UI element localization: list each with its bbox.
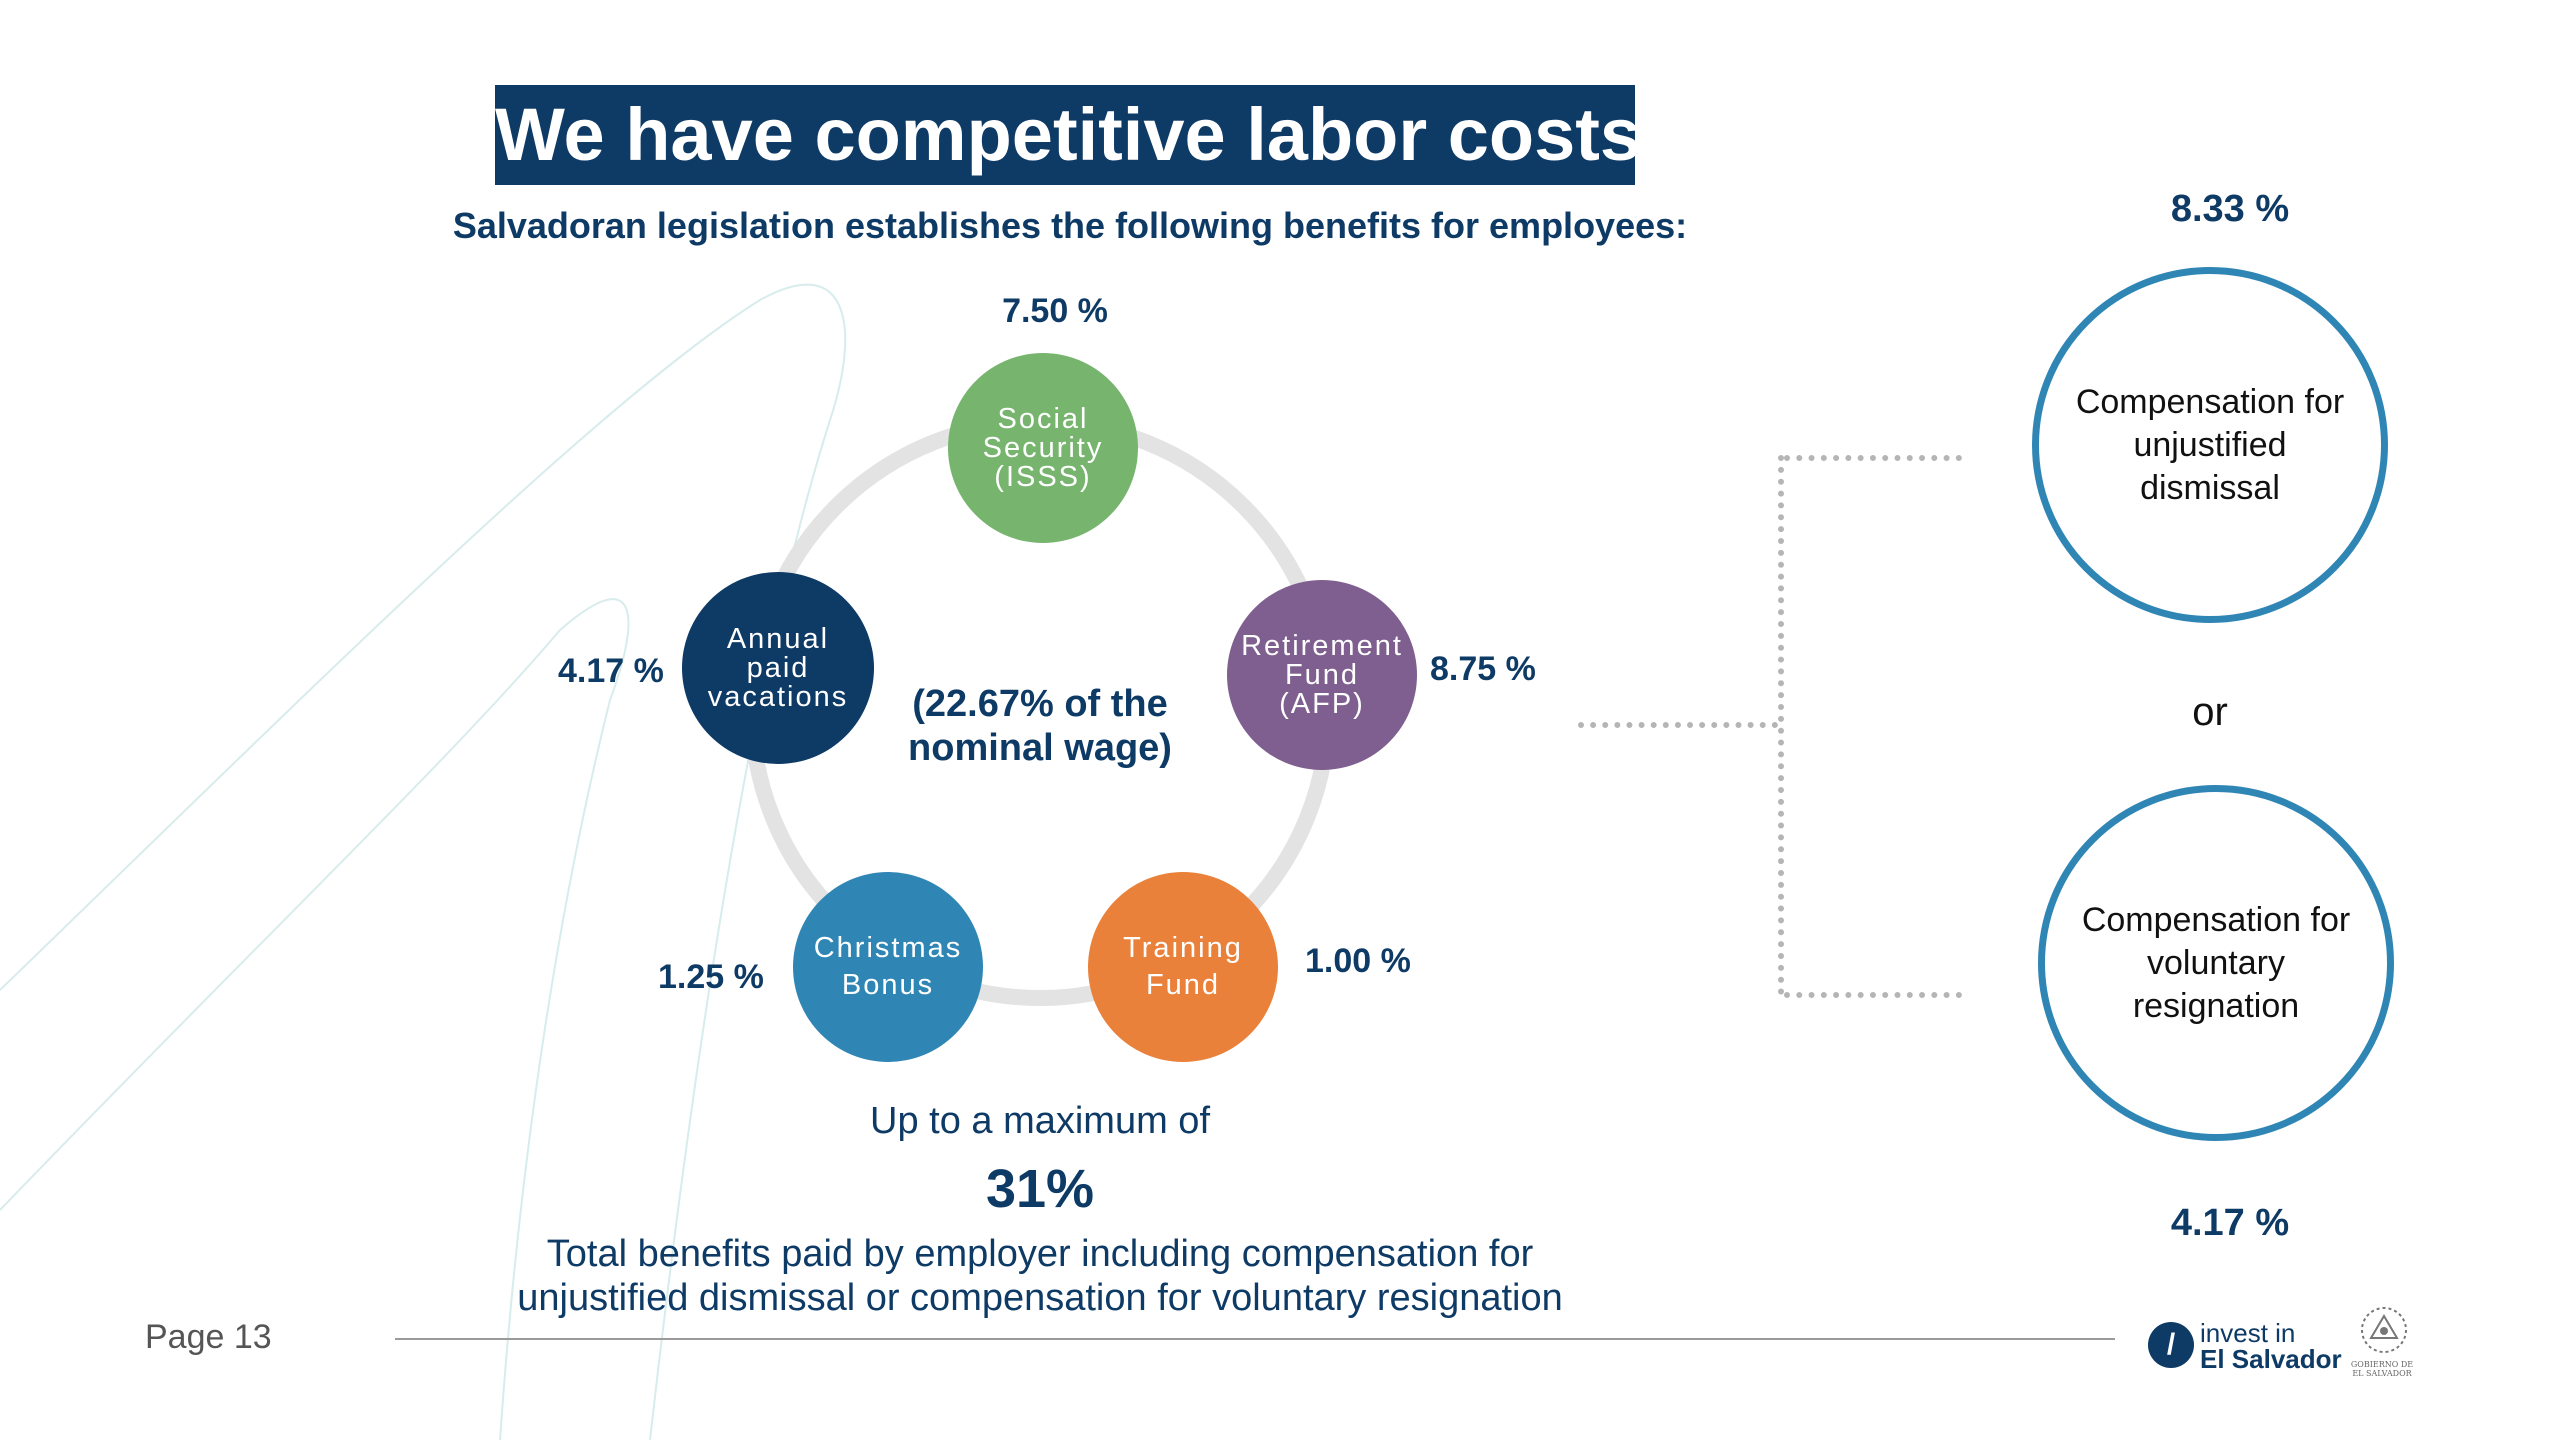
- benefit-percent-training-fund: 1.00 %: [1305, 942, 1411, 980]
- background-line: [0, 598, 630, 1440]
- benefit-label-line: Training: [1123, 932, 1243, 964]
- government-seal-text: GOBIERNO DE EL SALVADOR: [2340, 1360, 2424, 1378]
- compensation-label-line: resignation: [2132, 986, 2300, 1025]
- invest-el-salvador-logo: / invest in El Salvador: [2148, 1318, 2348, 1378]
- benefit-percent-annual-vacations: 4.17 %: [558, 652, 664, 690]
- benefit-label-line: (ISSS): [994, 460, 1092, 493]
- benefit-label-line: Fund: [1145, 969, 1221, 1001]
- benefit-label-line: Social: [997, 402, 1089, 435]
- total-benefits-line: Total benefits paid by employer includin…: [546, 1233, 1534, 1275]
- compensation-bottom-percent: 4.17 %: [2170, 1202, 2290, 1244]
- seal-text-line: GOBIERNO DE: [2350, 1360, 2414, 1369]
- benefit-label-line: (AFP): [1279, 687, 1365, 720]
- compensation-separator: or: [2192, 690, 2228, 734]
- benefit-circle-social-security: Social Security (ISSS): [948, 353, 1138, 543]
- compensation-label-line: unjustified: [2133, 425, 2287, 464]
- benefit-circle-retirement-fund: Retirement Fund (AFP): [1227, 580, 1417, 770]
- benefit-circle-annual-vacations: Annual paid vacations: [682, 572, 874, 764]
- cycle-center-line: nominal wage): [908, 727, 1172, 769]
- benefit-label-line: Retirement: [1241, 629, 1403, 662]
- compensation-label-line: Compensation for: [2081, 900, 2351, 939]
- connector-vertical: [1778, 455, 1784, 995]
- benefit-circle-christmas-bonus: Christmas Bonus: [793, 872, 983, 1062]
- invest-el-salvador-logo-icon: /: [2148, 1322, 2194, 1368]
- compensation-top-percent: 8.33 %: [2170, 188, 2290, 230]
- compensation-resignation-circle: Compensation for voluntary resignation: [2038, 785, 2394, 1141]
- compensation-label-line: voluntary: [2147, 943, 2285, 982]
- page-title: We have competitive labor costs: [495, 85, 1641, 185]
- government-seal-icon: [2361, 1307, 2407, 1353]
- benefit-percent-christmas-bonus: 1.25 %: [658, 958, 764, 996]
- footer-divider: [395, 1338, 2115, 1340]
- page-number: Page 13: [145, 1318, 272, 1356]
- connector-horizontal: [1578, 722, 1778, 728]
- compensation-dismissal-circle: Compensation for unjustified dismissal: [2032, 267, 2388, 623]
- total-benefits-text: Total benefits paid by employer includin…: [430, 1232, 1650, 1320]
- page-subtitle: Salvadoran legislation establishes the f…: [452, 205, 1688, 246]
- total-benefits-line: unjustified dismissal or compensation fo…: [517, 1277, 1563, 1319]
- benefit-circle-training-fund: Training Fund: [1088, 872, 1278, 1062]
- seal-text-line: EL SALVADOR: [2352, 1369, 2412, 1378]
- max-value: 31%: [985, 1159, 1095, 1219]
- connector-bottom-branch: [1784, 992, 1962, 998]
- benefit-label-line: vacations: [707, 680, 849, 713]
- benefit-label-line: Fund: [1284, 658, 1360, 691]
- logo-text-line2: El Salvador: [2200, 1344, 2342, 1374]
- benefit-label-line: Christmas: [813, 932, 963, 964]
- max-label: Up to a maximum of: [870, 1100, 1210, 1142]
- benefit-label-line: Bonus: [841, 969, 935, 1001]
- benefit-label-line: paid: [746, 651, 810, 684]
- background-line: [0, 283, 847, 1440]
- compensation-label-line: dismissal: [2140, 468, 2280, 507]
- connector-top-branch: [1784, 455, 1962, 461]
- benefit-label-line: Annual: [726, 622, 830, 655]
- benefit-percent-retirement-fund: 8.75 %: [1430, 650, 1536, 688]
- cycle-center-line: (22.67% of the: [912, 683, 1168, 725]
- benefit-label-line: Security: [982, 431, 1104, 464]
- logo-text-line1: invest in: [2200, 1318, 2296, 1348]
- cycle-center-text: (22.67% of the nominal wage): [850, 682, 1230, 770]
- compensation-label-line: Compensation for: [2075, 382, 2345, 421]
- benefit-percent-social-security: 7.50 %: [1002, 292, 1108, 330]
